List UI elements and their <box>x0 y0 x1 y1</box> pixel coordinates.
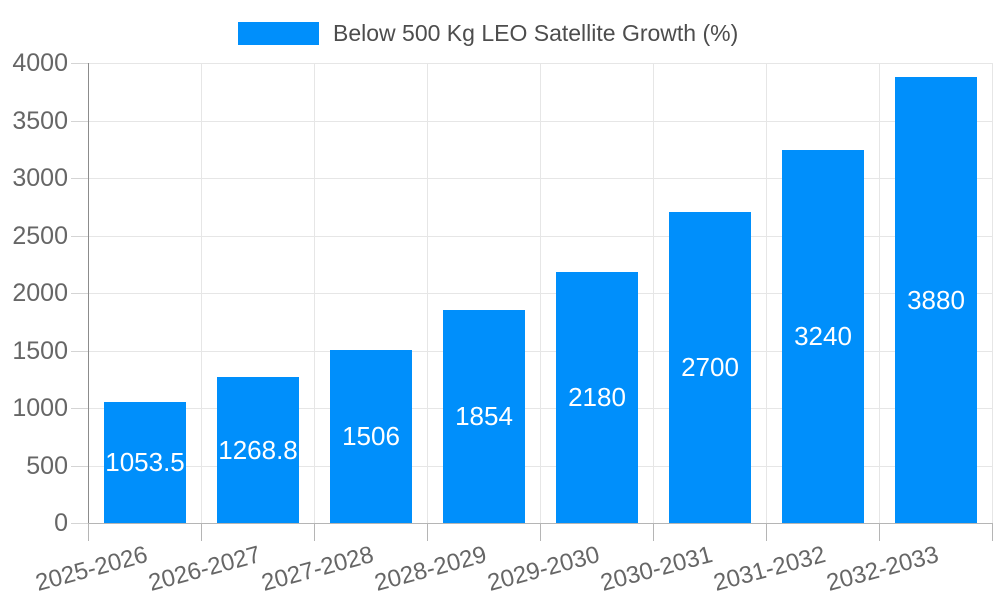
y-axis-tick <box>71 523 88 524</box>
bar[interactable]: 3240 <box>782 150 864 523</box>
x-gridline <box>540 63 541 523</box>
x-gridline <box>314 63 315 523</box>
legend-swatch-icon <box>238 21 319 45</box>
bar[interactable]: 2700 <box>669 212 751 523</box>
x-axis-tick <box>992 523 993 541</box>
y-axis-tick-label: 2000 <box>12 279 68 307</box>
x-axis-tick <box>427 523 428 541</box>
x-gridline <box>201 63 202 523</box>
y-axis-tick-label: 500 <box>26 452 68 480</box>
x-axis-tick-label: 2029-2030 <box>484 541 603 597</box>
x-gridline <box>879 63 880 523</box>
legend-label: Below 500 Kg LEO Satellite Growth (%) <box>333 20 739 46</box>
x-axis-tick <box>879 523 880 541</box>
x-axis-tick-label: 2027-2028 <box>258 541 377 597</box>
bar[interactable]: 2180 <box>556 272 638 523</box>
y-axis-tick <box>71 466 88 467</box>
y-axis-tick-label: 4000 <box>12 49 68 77</box>
y-axis-tick <box>71 408 88 409</box>
x-axis-tick-label: 2032-2033 <box>823 541 942 597</box>
x-axis-tick <box>201 523 202 541</box>
y-axis-tick-label: 2500 <box>12 222 68 250</box>
bar[interactable]: 1268.8 <box>217 377 299 523</box>
bar-value-label: 3240 <box>794 321 852 351</box>
x-gridline <box>653 63 654 523</box>
x-axis-tick <box>653 523 654 541</box>
bar-value-label: 3880 <box>907 284 965 315</box>
x-axis-tick <box>88 523 89 541</box>
x-gridline <box>427 63 428 523</box>
bar[interactable]: 1506 <box>330 350 412 523</box>
bar[interactable]: 1854 <box>443 310 525 523</box>
bar-value-label: 1506 <box>342 421 400 451</box>
bar-value-label: 1854 <box>455 401 513 431</box>
y-axis-tick <box>71 121 88 122</box>
y-axis-tick-label: 3000 <box>12 164 68 192</box>
x-axis-tick <box>314 523 315 541</box>
x-axis-tick <box>540 523 541 541</box>
y-axis-tick <box>71 178 88 179</box>
y-axis-tick <box>71 293 88 294</box>
x-axis-tick-label: 2028-2029 <box>371 541 490 597</box>
x-axis-tick <box>766 523 767 541</box>
y-axis-tick-label: 1000 <box>12 394 68 422</box>
x-axis-tick-label: 2030-2031 <box>597 541 716 597</box>
y-axis-tick <box>71 351 88 352</box>
bar[interactable]: 1053.5 <box>104 402 186 523</box>
y-axis-tick <box>71 63 88 64</box>
bar[interactable]: 3880 <box>895 77 977 523</box>
y-axis-tick <box>71 236 88 237</box>
x-axis-tick-label: 2026-2027 <box>145 541 264 597</box>
x-axis-tick-label: 2031-2032 <box>710 541 829 597</box>
y-axis-tick-label: 3500 <box>12 107 68 135</box>
bar-value-label: 2180 <box>568 382 626 412</box>
bar-value-label: 1053.5 <box>105 447 185 477</box>
bar-value-label: 2700 <box>681 352 739 382</box>
x-axis-line <box>88 523 992 524</box>
x-gridline <box>992 63 993 523</box>
y-axis-tick-label: 0 <box>54 509 68 537</box>
x-axis-tick-label: 2025-2026 <box>32 541 151 597</box>
bar-value-label: 1268.8 <box>218 434 298 465</box>
x-gridline <box>766 63 767 523</box>
legend[interactable]: Below 500 Kg LEO Satellite Growth (%) <box>238 21 738 45</box>
y-axis-tick-label: 1500 <box>12 337 68 365</box>
y-axis-line <box>88 63 89 523</box>
